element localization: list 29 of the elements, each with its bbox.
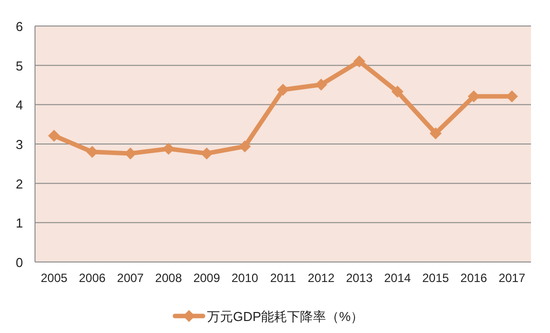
point — [200, 147, 213, 160]
x-tick-label: 2008 — [155, 271, 182, 285]
x-tick-label: 2005 — [40, 271, 68, 285]
x-tick-label: 2014 — [384, 271, 412, 285]
x-tick-label: 2007 — [117, 271, 144, 285]
x-tick-label: 2015 — [422, 271, 450, 285]
legend-label: 万元GDP能耗下降率（%） — [207, 309, 364, 324]
point — [277, 84, 289, 96]
x-tick-label: 2010 — [231, 271, 259, 285]
point — [353, 55, 366, 68]
x-tick-label: 2009 — [193, 271, 220, 285]
point — [391, 86, 404, 98]
point — [315, 78, 328, 91]
y-tick-label: 4 — [16, 98, 23, 113]
y-tick-label: 2 — [16, 176, 23, 192]
y-tick-label: 0 — [16, 255, 23, 270]
x-tick-label: 2017 — [498, 271, 526, 285]
y-tick-label: 3 — [16, 137, 23, 152]
x-tick-label: 2016 — [460, 271, 488, 285]
y-tick-label: 5 — [16, 58, 23, 74]
x-tick-label: 2011 — [270, 271, 296, 285]
y-tick-label: 6 — [16, 19, 23, 34]
point — [238, 140, 251, 152]
point — [48, 130, 60, 142]
x-tick-label: 2013 — [346, 271, 373, 285]
x-tick-label: 2006 — [78, 271, 106, 285]
point — [430, 127, 442, 140]
x-tick-label: 2012 — [308, 271, 335, 285]
y-tick-label: 1 — [16, 216, 23, 231]
